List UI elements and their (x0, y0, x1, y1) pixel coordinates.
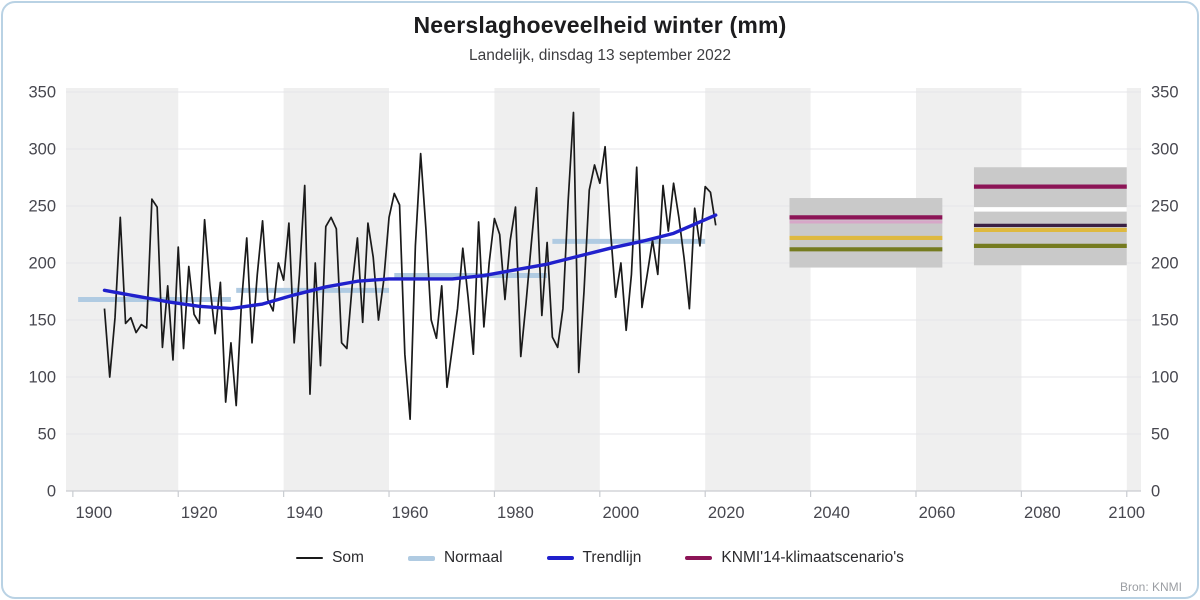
y-tick-label-right: 50 (1151, 426, 1169, 444)
legend-swatch (296, 556, 324, 560)
x-tick-label: 1940 (286, 504, 323, 522)
y-tick-label-right: 150 (1151, 312, 1179, 330)
y-tick-label-left: 250 (28, 198, 56, 216)
x-tick-label: 1900 (75, 504, 112, 522)
legend-item-normaal[interactable]: Normaal (407, 549, 503, 567)
x-tick-label: 2040 (813, 504, 850, 522)
chart-subtitle: Landelijk, dinsdag 13 september 2022 (469, 47, 731, 64)
x-tick-label: 2080 (1024, 504, 1061, 522)
scenario-box-2036-2065 (789, 198, 943, 268)
legend-item-som[interactable]: Som (296, 549, 364, 567)
y-tick-label-left: 150 (28, 312, 56, 330)
y-tick-label-right: 250 (1151, 198, 1179, 216)
plot-band (66, 88, 179, 491)
chart-title: Neerslaghoeveelheid winter (mm) (413, 12, 787, 38)
source-credit: Bron: KNMI (1119, 580, 1182, 594)
y-tick-label-left: 300 (28, 141, 56, 159)
scenario-box-2071-2100 (973, 167, 1127, 266)
legend-label: Normaal (443, 549, 503, 566)
plot-band (705, 88, 811, 491)
legend: Som Normaal Trendlijn KNMI'14-klimaatscenar… (0, 549, 1200, 567)
y-tick-label-left: 100 (28, 369, 56, 387)
plot-band (915, 88, 1022, 491)
y-tick-label-right: 300 (1151, 141, 1179, 159)
legend-item-trendlijn[interactable]: Trendlijn (546, 549, 642, 567)
trend-line (102, 213, 718, 311)
legend-label: Som (332, 549, 364, 566)
legend-item-knmi-14-klimaatscenario-s[interactable]: KNMI'14-klimaatscenario's (685, 549, 904, 567)
y-tick-label-left: 350 (28, 84, 56, 102)
legend-label: KNMI'14-klimaatscenario's (721, 549, 904, 566)
y-tick-label-left: 200 (28, 255, 56, 273)
legend-swatch (685, 556, 713, 560)
legend-swatch (546, 556, 574, 560)
y-tick-label-left: 0 (47, 483, 56, 501)
legend-label: Trendlijn (582, 549, 642, 566)
legend-swatch (407, 555, 435, 561)
x-tick-label: 2020 (708, 504, 745, 522)
y-tick-label-right: 200 (1151, 255, 1179, 273)
x-tick-label: 1960 (392, 504, 429, 522)
x-tick-label: 2000 (602, 504, 639, 522)
plot-band (1126, 88, 1141, 491)
x-tick-label: 2060 (919, 504, 956, 522)
x-tick-label: 2100 (1108, 504, 1145, 522)
y-tick-label-right: 0 (1151, 483, 1160, 501)
som-line (103, 111, 717, 421)
y-tick-label-right: 100 (1151, 369, 1179, 387)
y-tick-label-right: 350 (1151, 84, 1179, 102)
x-tick-label: 1980 (497, 504, 534, 522)
y-tick-label-left: 50 (38, 426, 56, 444)
x-tick-label: 1920 (181, 504, 218, 522)
plot-band (494, 88, 600, 491)
